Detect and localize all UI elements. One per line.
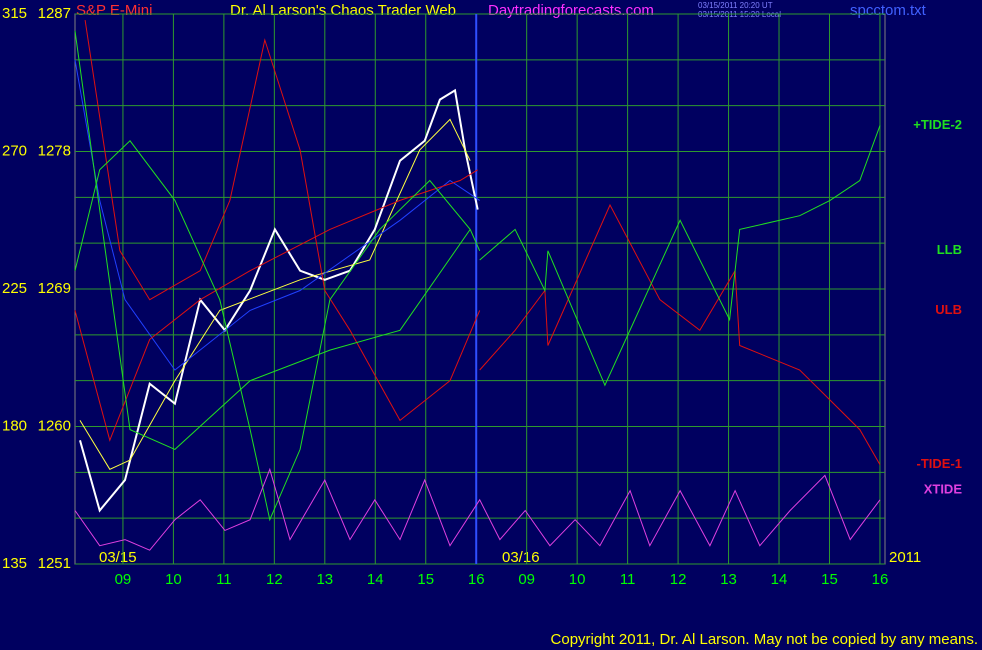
series-line — [74, 140, 481, 522]
y-tick-label: 1260 — [38, 417, 71, 434]
legend-label: -TIDE-1 — [917, 456, 963, 471]
series-line — [79, 88, 479, 513]
x-tick-label: 10 — [165, 571, 182, 588]
y-tick-label: 1278 — [38, 142, 71, 159]
series-line — [74, 30, 471, 450]
x-tick-label: 12 — [670, 571, 687, 588]
series-line — [79, 118, 471, 470]
y2-tick-label: 225 — [2, 280, 27, 297]
series-line — [74, 59, 480, 371]
file-name: spcctom.txt — [850, 2, 927, 19]
timestamp: 03/15/2011 15:20 Local — [698, 10, 781, 19]
legend-label: ULB — [935, 302, 962, 317]
x-tick-label: 09 — [115, 571, 132, 588]
x-tick-label: 11 — [216, 571, 232, 588]
x-tick-label: 12 — [266, 571, 283, 588]
series-line — [74, 169, 478, 442]
x-tick-label: 13 — [316, 571, 333, 588]
y2-tick-label: 135 — [2, 555, 27, 572]
y-tick-label: 1251 — [38, 555, 71, 572]
series-line — [84, 20, 481, 422]
site: Daytradingforecasts.com — [488, 2, 654, 19]
x-tick-label: 13 — [720, 571, 737, 588]
y2-tick-label: 180 — [2, 417, 27, 434]
y-tick-label: 1287 — [38, 5, 71, 22]
legend-label: LLB — [937, 242, 962, 257]
x-tick-label: 11 — [620, 571, 636, 588]
legend-label: +TIDE-2 — [913, 117, 962, 132]
x-tick-label: 16 — [468, 571, 485, 588]
x-tick-label: 09 — [518, 571, 535, 588]
series-line — [479, 203, 881, 465]
chart-title: Dr. Al Larson's Chaos Trader Web — [230, 2, 456, 19]
date-label: 03/15 — [99, 549, 137, 566]
timestamp: 03/15/2011 20:20 UT — [698, 1, 773, 10]
legend-label: XTIDE — [924, 481, 963, 496]
series-line — [479, 125, 881, 387]
x-tick-label: 14 — [771, 571, 788, 588]
x-tick-label: 16 — [872, 571, 889, 588]
instrument: S&P E-Mini — [76, 2, 152, 19]
y2-tick-label: 270 — [2, 142, 27, 159]
y-tick-label: 1269 — [38, 280, 71, 297]
x-tick-label: 10 — [569, 571, 586, 588]
date-label: 2011 — [889, 549, 921, 566]
series-line — [74, 467, 881, 551]
date-label: 03/16 — [502, 549, 540, 566]
x-tick-label: 14 — [367, 571, 384, 588]
y2-tick-label: 315 — [2, 5, 27, 22]
x-tick-label: 15 — [821, 571, 838, 588]
copyright: Copyright 2011, Dr. Al Larson. May not b… — [551, 631, 978, 648]
x-tick-label: 15 — [417, 571, 434, 588]
